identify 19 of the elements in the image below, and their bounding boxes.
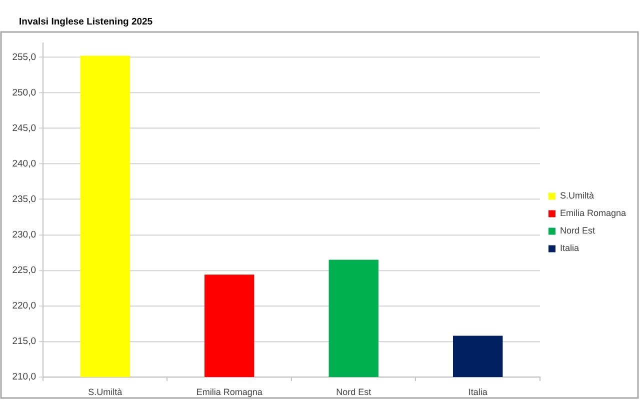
- y-tick-label: 255,0: [12, 52, 36, 63]
- x-tick-label: Italia: [468, 386, 488, 397]
- y-tick-label: 245,0: [12, 122, 36, 134]
- legend-label: Nord Est: [560, 226, 596, 236]
- x-tick-label: S.Umiltà: [88, 386, 122, 397]
- y-tick-label: 235,0: [12, 194, 36, 205]
- y-tick-label: 220,0: [12, 300, 36, 312]
- legend-label: S.Umiltà: [560, 190, 594, 201]
- y-tick-label: 240,0: [12, 158, 36, 170]
- x-tick-label: Emilia Romagna: [196, 386, 262, 397]
- y-tick-label: 215,0: [12, 336, 36, 348]
- y-tick-label: 225,0: [12, 265, 36, 276]
- y-tick-label: 230,0: [12, 229, 36, 240]
- x-tick-label: Nord Est: [336, 386, 372, 397]
- y-tick-label: 250,0: [12, 87, 36, 98]
- legend-label: Emilia Romagna: [560, 208, 626, 218]
- y-tick-label: 210,0: [12, 372, 36, 383]
- legend-label: Italia: [560, 243, 579, 254]
- chart-title: Invalsi Inglese Listening 2025: [19, 16, 154, 28]
